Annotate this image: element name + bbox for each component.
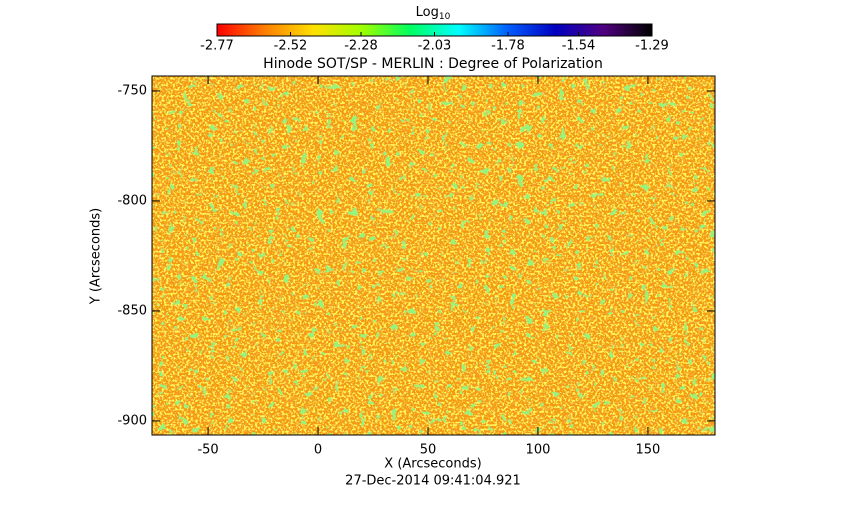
- colorbar-tick-label: -2.28: [344, 39, 378, 54]
- footer: 27-Dec-2014 09:41:04.921: [345, 474, 521, 489]
- polarization-image: [152, 76, 715, 435]
- x-axis-label: X (Arcseconds): [384, 457, 481, 472]
- colorbar-tick-label: -1.29: [635, 39, 669, 54]
- colorbar-tick-label: -1.54: [562, 39, 596, 54]
- colorbar-tick-label: -2.77: [200, 39, 234, 54]
- colorbar-tick-label: -2.52: [274, 39, 308, 54]
- y-tick-label: -900: [117, 413, 147, 428]
- colorbar-label: Log10: [416, 5, 451, 22]
- y-axis-label: Y (Arcseconds): [89, 208, 104, 305]
- x-tick-label: 50: [420, 443, 437, 458]
- y-tick-label: -800: [117, 193, 147, 208]
- plot-frame: [151, 75, 716, 436]
- colorbar-tick-label: -1.78: [491, 39, 525, 54]
- x-tick-label: 150: [636, 443, 661, 458]
- x-tick-label: -50: [197, 443, 218, 458]
- x-tick-label: 100: [526, 443, 551, 458]
- x-tick-label: 0: [314, 443, 322, 458]
- y-tick-label: -850: [117, 303, 147, 318]
- y-tick-label: -750: [117, 83, 147, 98]
- chart-title: Hinode SOT/SP - MERLIN : Degree of Polar…: [263, 56, 603, 72]
- colorbar-tick-label: -2.03: [418, 39, 452, 54]
